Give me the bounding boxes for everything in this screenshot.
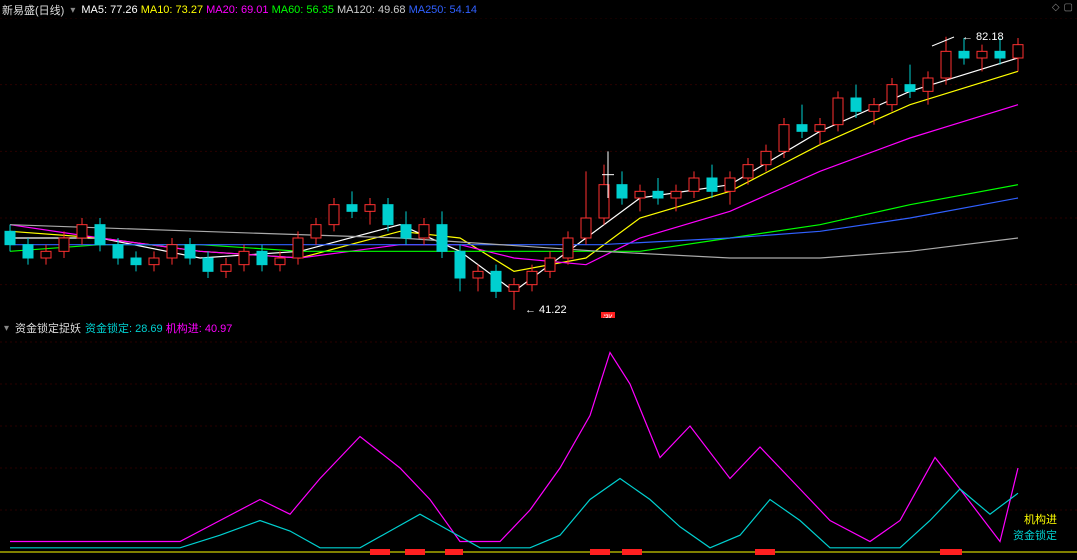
indicator-title: 资金锁定捉妖 (15, 320, 81, 336)
legend-item: 资金锁定 (1013, 527, 1057, 543)
sub-header: ▾ 资金锁定捉妖 资金锁定: 28.69 机构进: 40.97 (2, 320, 232, 336)
svg-text:← 82.18: ← 82.18 (962, 31, 1004, 43)
sub-indicators: 资金锁定: 28.69 机构进: 40.97 (85, 320, 232, 336)
main-chart-panel[interactable]: ← 82.18 ← 41.22 涨 (0, 18, 1077, 318)
ma-indicators: MA5: 77.26 MA10: 73.27 MA20: 69.01 MA60:… (81, 4, 477, 16)
ma-value: MA10: 73.27 (141, 4, 206, 16)
ma-value: MA20: 69.01 (206, 4, 271, 16)
svg-text:← 41.22: ← 41.22 (525, 304, 567, 316)
chevron-down-icon[interactable]: ▾ (4, 323, 9, 334)
box-icon[interactable]: ▢ (1064, 2, 1073, 13)
ma-value: MA60: 56.35 (272, 4, 337, 16)
main-header: 新易盛(日线) ▾ MA5: 77.26 MA10: 73.27 MA20: 6… (2, 2, 477, 18)
sub-legend: 机构进资金锁定 (1013, 511, 1057, 543)
ma-value: MA5: 77.26 (81, 4, 140, 16)
sub-chart-panel[interactable]: 机构进资金锁定 (0, 336, 1077, 558)
ma-value: MA120: 49.68 (337, 4, 409, 16)
chevron-down-icon[interactable]: ▾ (70, 5, 75, 16)
ma-value: MA250: 54.14 (409, 4, 478, 16)
top-right-icons: ◇ ▢ (1052, 2, 1073, 13)
indicator-value: 资金锁定: 28.69 (85, 323, 166, 335)
legend-item: 机构进 (1013, 511, 1057, 527)
stock-title: 新易盛(日线) (2, 2, 64, 18)
diamond-icon[interactable]: ◇ (1052, 2, 1060, 13)
svg-text:涨: 涨 (603, 314, 613, 318)
indicator-value: 机构进: 40.97 (166, 323, 233, 335)
